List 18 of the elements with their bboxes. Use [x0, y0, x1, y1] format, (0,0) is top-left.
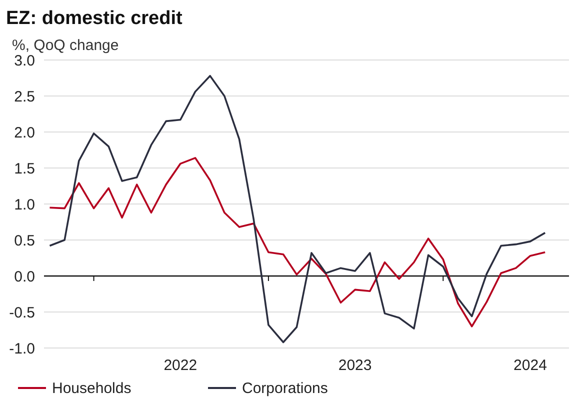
- x-tick-label: 2023: [338, 357, 372, 374]
- line-series: [48, 74, 546, 344]
- line-series: [48, 157, 546, 328]
- y-tick-label: 1.0: [14, 196, 35, 214]
- y-tick-label: 0.0: [14, 268, 35, 286]
- y-tick-label: 2.5: [14, 88, 35, 106]
- x-tick-label: 2022: [164, 357, 198, 374]
- y-tick-label: 1.5: [14, 160, 35, 178]
- y-tick-label: -0.5: [9, 304, 35, 322]
- y-tick-label: 3.0: [14, 52, 35, 70]
- legend-label: Corporations: [242, 380, 328, 397]
- chart-subtitle: %, QoQ change: [12, 37, 119, 54]
- y-tick-label: 0.5: [14, 232, 35, 250]
- y-tick-label: -1.0: [9, 340, 35, 358]
- chart-title: EZ: domestic credit: [6, 8, 183, 29]
- x-tick-label: 2024: [514, 357, 547, 374]
- legend-label: Households: [52, 380, 132, 397]
- y-tick-label: 2.0: [14, 124, 35, 142]
